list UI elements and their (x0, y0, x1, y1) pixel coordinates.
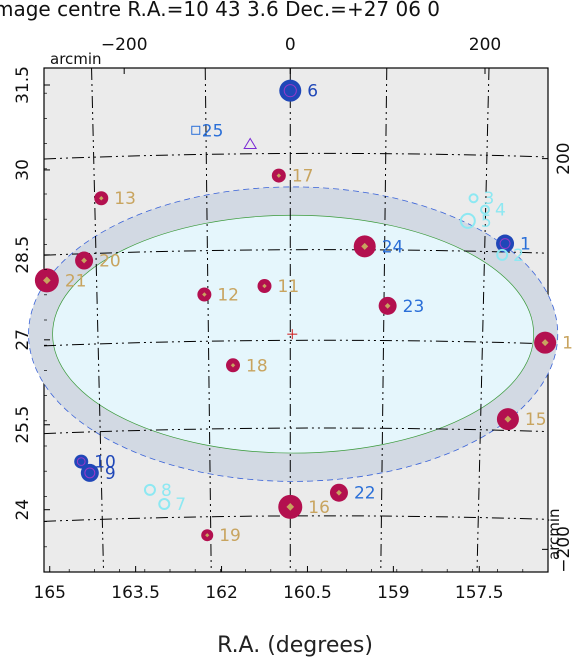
x-tick-label: 163.5 (111, 583, 160, 603)
source-label-23: 23 (403, 297, 425, 317)
right-tick-label: 200 (554, 142, 572, 174)
x-tick-label: 162 (205, 583, 237, 603)
source-label-12: 12 (217, 286, 239, 306)
x-tick-label: 165 (34, 583, 66, 603)
source-label-4: 4 (495, 201, 506, 221)
source-label-2: 2 (513, 246, 524, 266)
source-label-5: 5 (481, 212, 492, 232)
source-label-17: 17 (292, 167, 314, 187)
x-tick-label: 159 (377, 583, 409, 603)
source-label-11: 11 (278, 277, 300, 297)
y-tick-label: 31.5 (13, 66, 33, 104)
source-label-14: 14 (562, 334, 572, 354)
source-label-6: 6 (307, 82, 318, 102)
source-label-19: 19 (219, 526, 241, 546)
source-label-25: 25 (202, 121, 224, 141)
top-axis-unit: arcmin (50, 50, 102, 68)
top-tick-label: 200 (469, 35, 501, 55)
top-tick-label: 0 (285, 35, 296, 55)
y-tick-label: 24 (13, 499, 33, 521)
source-10 (74, 455, 88, 469)
source-label-13: 13 (114, 189, 136, 209)
source-label-21: 21 (65, 271, 87, 291)
source-label-7: 7 (175, 495, 186, 515)
y-tick-label: 25.5 (13, 406, 33, 444)
source-label-15: 15 (525, 410, 547, 430)
x-tick-label: 160.5 (283, 583, 332, 603)
image-centre-header: mage centre R.A.=10 43 3.6 Dec.=+27 06 0 (0, 0, 440, 21)
source-6 (279, 80, 301, 102)
source-label-10: 10 (94, 453, 116, 473)
source-label-24: 24 (382, 237, 404, 257)
source-label-20: 20 (99, 252, 121, 272)
source-label-16: 16 (308, 498, 330, 518)
y-tick-label: 28.5 (13, 236, 33, 274)
right-axis-unit: arcmin (545, 508, 563, 560)
top-tick-label: −200 (101, 35, 148, 55)
x-tick-label: 157.5 (455, 583, 504, 603)
source-label-18: 18 (246, 356, 268, 376)
source-label-8: 8 (161, 481, 172, 501)
source-label-22: 22 (354, 484, 376, 504)
y-tick-label: 30 (13, 159, 33, 181)
y-tick-label: 27 (13, 329, 33, 351)
x-axis-label: R.A. (degrees) (217, 633, 373, 658)
